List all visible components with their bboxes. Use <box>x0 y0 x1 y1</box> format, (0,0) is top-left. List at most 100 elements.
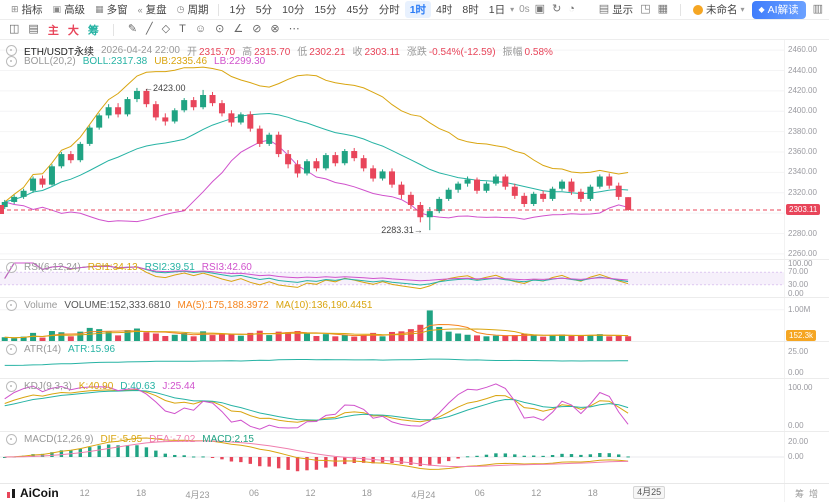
avatar <box>693 4 703 15</box>
fullscreen-icon[interactable]: ◳ <box>640 3 651 15</box>
replay-menu-icon: « <box>137 4 143 15</box>
timeframe-分时[interactable]: 分时 <box>378 4 400 16</box>
alert-icon[interactable]: ◔ <box>568 3 575 15</box>
rsi-panel[interactable]: RSI(6,12,24) RSI1:34.13 RSI2:39.51 RSI3:42.… <box>0 260 829 298</box>
display-label: 显示 <box>612 4 634 16</box>
drawing-toolbar: ◫ ▤ 主大筹 ✎ ╱ ◇ T ☺ ⊙ ∠ ⊘ ⊗ ⋯ <box>0 20 829 40</box>
indicators-menu-icon: ⊞ <box>11 4 19 14</box>
side-tabs[interactable]: 筹增 <box>784 484 828 502</box>
legend-value: DIF:-5.95 <box>100 434 143 445</box>
period-menu[interactable]: ◷ 周期 <box>176 4 209 16</box>
magnet-icon[interactable]: ⊙ <box>215 23 225 35</box>
macd-panel[interactable]: MACD(12,26,9) DIF:-5.95 DEA:-7.02 MACD:2.15… <box>0 432 829 484</box>
high-annotation: ←2423.00 <box>143 82 186 93</box>
price-axis[interactable]: 2303.11 2460.00 2440.00 2420.00 2400.00 2380… <box>784 40 828 259</box>
chart-window-icon[interactable]: ◫ <box>9 23 20 35</box>
indicator-settings-icon[interactable] <box>6 56 17 67</box>
side-tab-增[interactable]: 增 <box>809 488 819 499</box>
kdj-legend: KDJ(9,3,3) K:40.90 D:40.63 J:25.44 <box>6 381 195 392</box>
timeframe-45分[interactable]: 45分 <box>346 4 369 16</box>
legend-value: UB:2335.46 <box>154 56 208 67</box>
axis-label: 100.00 <box>788 383 813 392</box>
timeframe-4时[interactable]: 4时 <box>436 4 453 16</box>
chart-tab-大[interactable]: 大 <box>67 24 79 37</box>
time-label: 12 <box>305 488 316 498</box>
candle-countdown: 0s <box>519 4 530 15</box>
sparkle-icon: ◆ <box>758 4 765 14</box>
timeframe-1时[interactable]: 1时 <box>404 1 432 18</box>
candlestick-chart[interactable]: ETH/USDT永续 2026-04-24 22:00 开 2315.70 高 2315.… <box>0 40 784 259</box>
indicators-menu[interactable]: ⊞ 指标 <box>11 4 43 16</box>
pencil-icon[interactable]: ✎ <box>127 23 138 35</box>
advanced-menu[interactable]: ▣ 高级 <box>52 4 86 16</box>
replay-menu[interactable]: «复盘 <box>137 4 167 16</box>
indicator-settings-icon[interactable] <box>6 434 17 445</box>
axis-label: 2360.00 <box>788 147 817 157</box>
legend-value: DEA:-7.02 <box>149 434 196 445</box>
display-menu[interactable]: ▤ 显示 <box>599 2 633 17</box>
shapes-icon[interactable]: ◇ <box>161 23 171 35</box>
main-chart-panel: ETH/USDT永续 2026-04-24 22:00 开 2315.70 高 2315.… <box>0 40 829 260</box>
ohlc-field: 涨跌 -0.54%(-12.59) <box>406 47 496 58</box>
rsi-legend: RSI(6,12,24) RSI1:34.13 RSI2:39.51 RSI3:42.… <box>6 262 252 273</box>
legend-value: RSI1:34.13 <box>87 262 138 273</box>
timeframe-15分[interactable]: 15分 <box>314 4 337 16</box>
axis-label: 70.00 <box>788 267 809 277</box>
rsi-axis: 100.00 70.00 30.00 0.00 <box>784 260 828 298</box>
side-tab-筹[interactable]: 筹 <box>794 488 804 499</box>
monitor-icon: ▤ <box>598 3 610 15</box>
volume-axis: 152.3k 1.00M <box>784 298 828 341</box>
indicator-settings-icon[interactable] <box>6 262 17 273</box>
bar-datetime: 2026-04-24 22:00 <box>101 45 180 56</box>
refresh-icon[interactable]: ↻ <box>552 3 562 15</box>
layout-grid-icon[interactable]: ▦ <box>657 3 668 15</box>
chart-area: ETH/USDT永续 2026-04-24 22:00 开 2315.70 高 2315.… <box>0 40 829 502</box>
chart-tab-筹[interactable]: 筹 <box>87 24 99 37</box>
camera-icon[interactable]: ▣ <box>534 3 546 15</box>
timeframe-8时[interactable]: 8时 <box>462 4 479 16</box>
divider <box>218 3 220 16</box>
time-label: 18 <box>361 488 372 498</box>
trendline-icon[interactable]: ╱ <box>146 23 153 35</box>
timeframe-1分[interactable]: 1分 <box>229 4 246 16</box>
axis-label: 2320.00 <box>788 187 817 197</box>
account-menu[interactable]: 未命名 ▾ <box>693 2 745 17</box>
more-tools-icon[interactable]: ⋯ <box>288 23 300 35</box>
more-periods-caret[interactable]: ▾ <box>510 5 515 14</box>
axis-label: 2460.00 <box>788 45 817 55</box>
multi-window-menu[interactable]: ▦ 多窗 <box>95 4 128 16</box>
indicator-settings-icon[interactable] <box>6 344 17 355</box>
timeframe-10分[interactable]: 10分 <box>282 4 305 16</box>
ohlc-field: 收 2303.11 <box>352 47 400 58</box>
axis-label: 30.00 <box>788 279 809 289</box>
time-label: 18 <box>587 488 598 498</box>
measure-icon[interactable]: ∠ <box>233 23 244 35</box>
macd-axis: 20.00 0.00 <box>784 432 828 483</box>
timeframe-1日[interactable]: 1日 <box>488 4 506 16</box>
right-panel-icon[interactable]: ▥ <box>812 3 823 15</box>
kline-style-icon[interactable]: ▤ <box>28 23 39 35</box>
text-tool-icon[interactable]: T <box>179 23 186 35</box>
time-axis[interactable]: AiCoin 12 18 4月23 06 12 18 4月24 06 12 18 4月25 筹增 <box>0 484 829 502</box>
indicator-settings-icon[interactable] <box>6 300 17 311</box>
aicoin-logo-icon <box>7 488 15 498</box>
chart-tab-主[interactable]: 主 <box>47 24 59 37</box>
time-label: 06 <box>474 488 485 498</box>
chevron-down-icon: ▾ <box>740 5 745 14</box>
trash-icon[interactable]: ⊗ <box>270 23 280 35</box>
indicator-settings-icon[interactable] <box>6 381 17 392</box>
volume-panel[interactable]: Volume VOLUME:152,333.6810 MA(5):175,188.3… <box>0 298 829 342</box>
eraser-icon[interactable]: ⊘ <box>252 23 262 35</box>
kdj-panel[interactable]: KDJ(9,3,3) K:40.90 D:40.63 J:25.44 100.00 0.… <box>0 379 829 432</box>
time-label: 06 <box>249 488 260 498</box>
timeframe-5分[interactable]: 5分 <box>255 4 273 16</box>
axis-label: 2340.00 <box>788 167 817 177</box>
emoji-icon[interactable]: ☺ <box>194 23 207 35</box>
symbol-settings-icon[interactable] <box>6 45 17 56</box>
legend-value: D:40.63 <box>120 381 156 392</box>
ai-analysis-button[interactable]: ◆ AI解读 <box>751 0 806 19</box>
last-price-tag: 2303.11 <box>786 204 821 216</box>
macd-legend: MACD(12,26,9) DIF:-5.95 DEA:-7.02 MACD:2.15 <box>6 434 254 445</box>
atr-panel[interactable]: ATR(14) ATR:15.96 25.00 0.00 <box>0 342 829 379</box>
